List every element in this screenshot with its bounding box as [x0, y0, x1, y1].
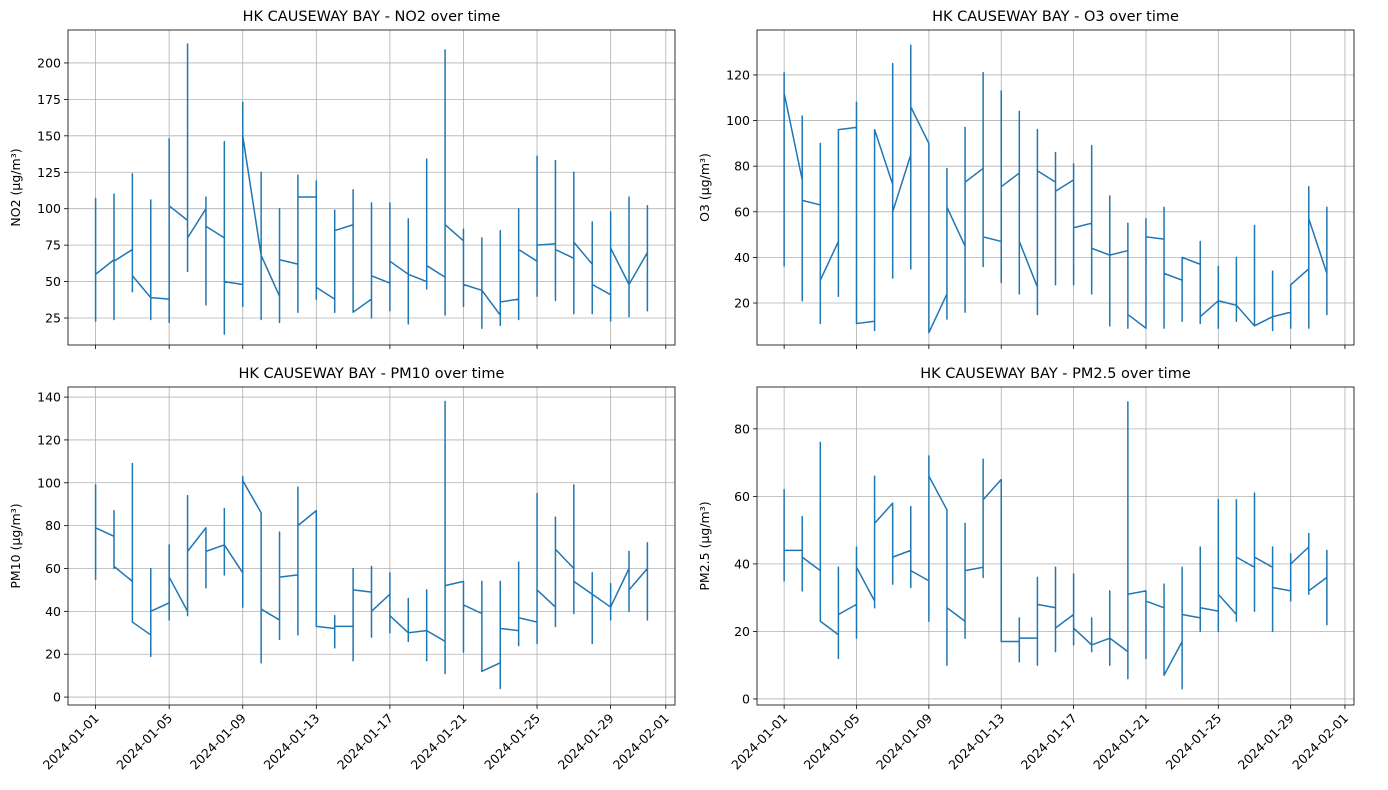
data-line	[94, 43, 649, 335]
x-tick-label: 2024-01-09	[187, 710, 249, 772]
y-tick-label: 120	[726, 67, 750, 82]
y-tick-label: 100	[37, 475, 61, 490]
plot-area	[94, 400, 649, 690]
x-tick-label: 2024-01-25	[1162, 711, 1224, 773]
y-tick-label: 75	[45, 238, 61, 253]
y-tick-label: 40	[45, 604, 61, 619]
subplot: 20 40 60 80 100 120 HK CAUSEWAY BAY - O3 over …	[697, 9, 1355, 349]
x-tick-label: 2024-01-13	[945, 711, 1007, 773]
plot-area	[783, 44, 1328, 334]
y-axis-label: NO2 (μg/m³)	[8, 148, 23, 226]
axes-frame	[756, 29, 1355, 346]
data-line	[783, 44, 1328, 334]
y-tick-label: 100	[726, 113, 750, 128]
x-tick-label: 2024-01-21	[1090, 711, 1152, 773]
x-tick-label: 2024-01-17	[334, 711, 396, 773]
y-tick-label: 25	[45, 311, 61, 326]
x-tick-label: 2024-01-29	[555, 710, 617, 772]
y-tick-label: 140	[37, 390, 61, 405]
y-axis-label: PM10 (μg/m³)	[8, 503, 23, 588]
x-tick-label: 2024-01-17	[1018, 711, 1080, 773]
y-tick-label: 150	[37, 128, 61, 143]
x-tick-label: 2024-01-05	[801, 711, 863, 773]
y-tick-label: 60	[734, 489, 750, 504]
y-tick-label: 175	[37, 92, 61, 107]
x-tick-label: 2024-01-01	[728, 711, 790, 773]
x-tick-label: 2024-01-21	[408, 711, 470, 773]
y-tick-label: 0	[53, 690, 61, 705]
y-tick-label: 40	[734, 556, 750, 571]
axes-frame	[67, 386, 676, 706]
chart-title: HK CAUSEWAY BAY - PM10 over time	[239, 366, 505, 382]
x-tick-label: 2024-01-13	[260, 711, 322, 773]
axes-frame	[756, 386, 1355, 706]
y-tick-label: 100	[37, 201, 61, 216]
data-line	[94, 400, 649, 690]
y-tick-label: 20	[45, 647, 61, 662]
x-tick-label: 2024-01-09	[873, 710, 935, 772]
y-tick-label: 80	[734, 421, 750, 436]
y-tick-label: 0	[742, 691, 750, 706]
subplot: 25 50 75 100 125 150 175 200 HK CAUSEWAY BAY - N…	[8, 9, 676, 349]
x-tick-label: 2024-02-01	[610, 711, 672, 773]
y-tick-label: 125	[37, 165, 61, 180]
y-tick-label: 50	[45, 274, 61, 289]
plot-area	[94, 43, 649, 335]
y-tick-label: 120	[37, 432, 61, 447]
x-tick-label: 2024-01-01	[40, 711, 102, 773]
y-tick-label: 80	[734, 159, 750, 174]
y-axis-label: PM2.5 (μg/m³)	[697, 501, 712, 590]
axes-frame	[67, 29, 676, 346]
x-tick-label: 2024-01-25	[481, 711, 543, 773]
y-axis-label: O3 (μg/m³)	[697, 153, 712, 222]
x-tick-label: 2024-02-01	[1289, 711, 1351, 773]
plot-area	[783, 401, 1328, 690]
chart-title: HK CAUSEWAY BAY - O3 over time	[932, 9, 1179, 25]
chart-title: HK CAUSEWAY BAY - NO2 over time	[243, 9, 501, 25]
y-tick-label: 40	[734, 250, 750, 265]
y-tick-label: 200	[37, 55, 61, 70]
chart-title: HK CAUSEWAY BAY - PM2.5 over time	[920, 366, 1191, 382]
x-tick-label: 2024-01-29	[1235, 710, 1297, 772]
y-tick-label: 60	[734, 204, 750, 219]
x-tick-label: 2024-01-05	[113, 711, 175, 773]
y-tick-label: 60	[45, 561, 61, 576]
y-tick-label: 20	[734, 624, 750, 639]
data-line	[783, 401, 1328, 690]
y-tick-label: 20	[734, 296, 750, 311]
y-tick-label: 80	[45, 518, 61, 533]
